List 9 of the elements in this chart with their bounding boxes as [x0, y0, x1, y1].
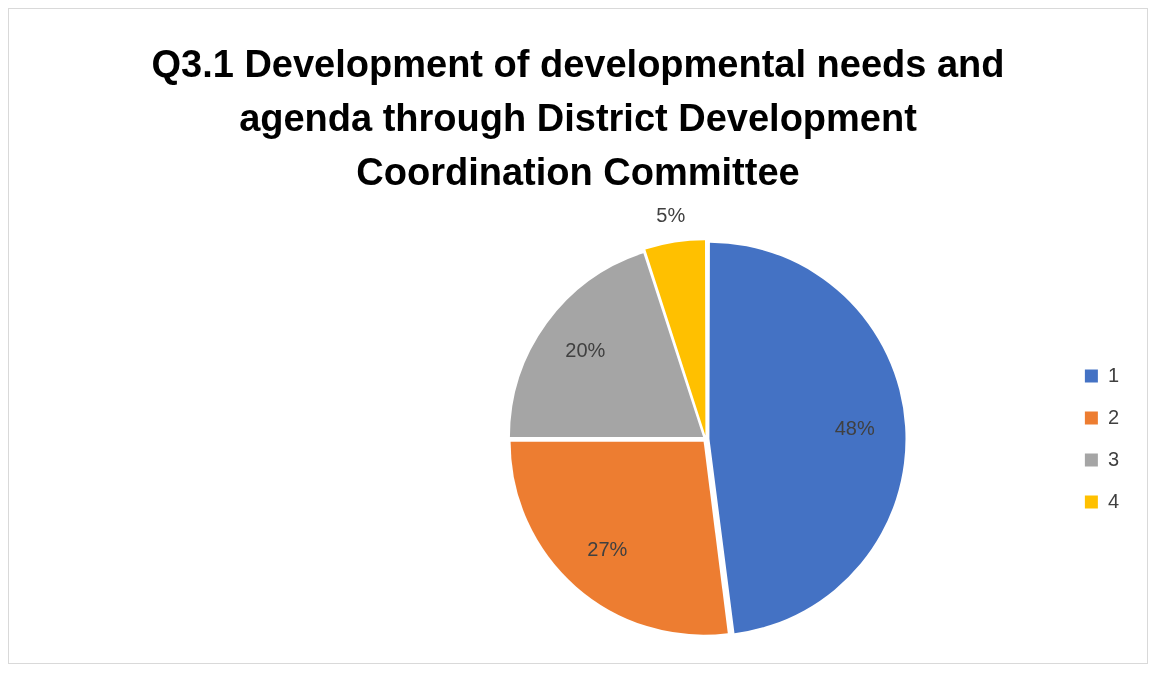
- data-label: 20%: [565, 338, 606, 361]
- data-label: 27%: [587, 538, 628, 561]
- legend-label: 2: [1107, 405, 1119, 428]
- data-label: 5%: [656, 204, 686, 227]
- legend-label: 1: [1107, 363, 1119, 386]
- chart-title: Q3.1 Development of developmental needs and agenda through District Development Coordination Committee: [150, 42, 1006, 195]
- legend-label: 3: [1107, 447, 1119, 470]
- legend-label: 4: [1107, 489, 1119, 512]
- data-label: 48%: [834, 417, 875, 440]
